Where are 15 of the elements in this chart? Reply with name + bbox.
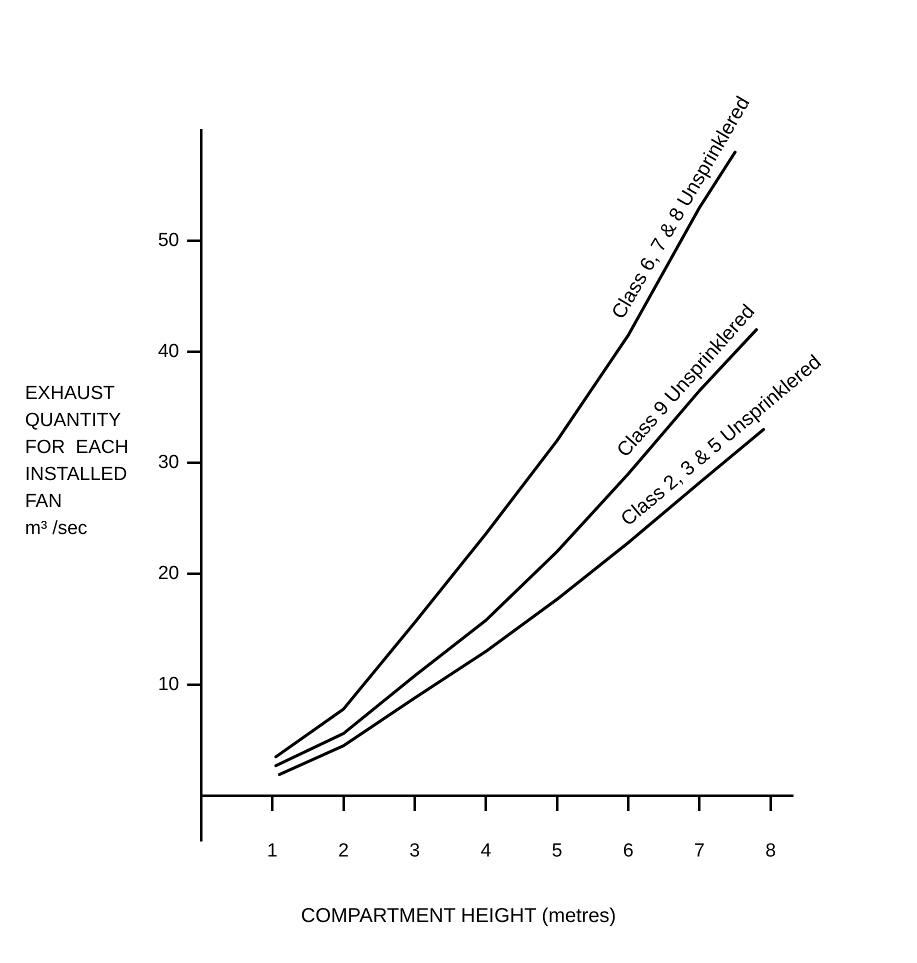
y-tick-label: 10 — [158, 674, 180, 695]
x-tick-label: 5 — [552, 840, 562, 862]
x-tick-label: 3 — [409, 840, 420, 862]
x-tick-label: 6 — [622, 840, 634, 862]
y-tick-label: 40 — [158, 341, 180, 362]
y-tick-label: 30 — [158, 452, 180, 474]
y-tick-label: 50 — [158, 230, 180, 252]
x-tick-label: 2 — [338, 840, 349, 862]
x-tick-label: 7 — [694, 840, 705, 862]
y-axis-title: EXHAUST QUANTITY FOR EACH INSTALLED FAN m³ /sec — [25, 382, 128, 541]
x-axis-title: COMPARTMENT HEIGHT (metres) — [300, 905, 618, 928]
y-tick-label: 20 — [158, 562, 180, 584]
x-tick-label: 1 — [267, 840, 278, 862]
x-tick-label: 8 — [765, 840, 776, 862]
x-tick-label: 4 — [480, 840, 492, 862]
